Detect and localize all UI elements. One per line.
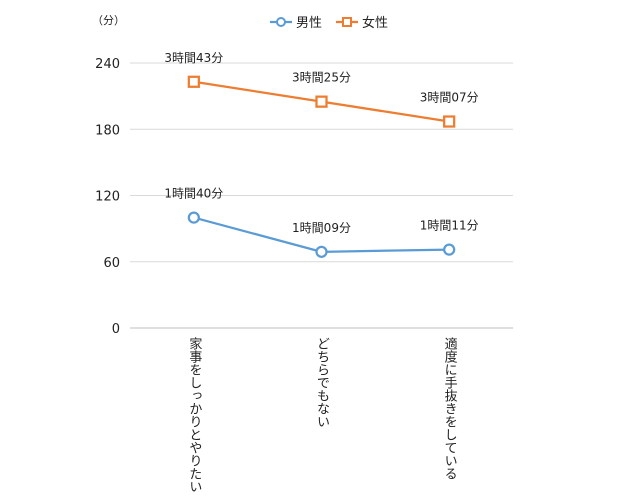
data-label: 3時間43分 bbox=[164, 51, 223, 65]
y-tick-label: 240 bbox=[95, 57, 120, 72]
gridlines bbox=[130, 62, 513, 329]
x-axis-categories: 家事をしっかりとやりたい どちらでもない 適度に手抜きをしている bbox=[186, 336, 457, 493]
x-category-label: どちらでもない bbox=[314, 337, 329, 428]
legend-label: 男性 bbox=[296, 16, 322, 31]
legend-label: 女性 bbox=[362, 15, 388, 31]
data-point bbox=[315, 95, 328, 108]
series-group: 1時間40分 1時間09分 1時間11分 3時間43分 3時間25分 3時間07分 bbox=[164, 51, 479, 258]
data-point bbox=[443, 115, 456, 128]
legend-square-marker bbox=[342, 17, 352, 27]
data-label: 3時間25分 bbox=[292, 71, 351, 85]
y-tick-label: 120 bbox=[95, 190, 120, 205]
legend-item: 女性 bbox=[336, 15, 388, 31]
data-label: 1時間11分 bbox=[420, 219, 479, 233]
x-category-label: 家事をしっかりとやりたい bbox=[186, 336, 202, 493]
data-point bbox=[315, 245, 328, 258]
data-point bbox=[443, 243, 456, 256]
series-1: 1時間40分 1時間09分 1時間11分 bbox=[164, 187, 479, 258]
y-tick-label: 0 bbox=[112, 322, 120, 337]
y-axis-ticks: 0 60 120 180 240 bbox=[95, 57, 120, 337]
y-tick-label: 180 bbox=[95, 123, 120, 138]
legend-circle-marker bbox=[276, 17, 286, 27]
series-2: 3時間43分 3時間25分 3時間07分 bbox=[164, 51, 479, 128]
data-label: 1時間40分 bbox=[164, 187, 223, 201]
legend-item: 男性 bbox=[270, 16, 322, 31]
y-unit-label: （分） bbox=[92, 14, 125, 27]
data-point bbox=[187, 211, 200, 224]
data-label: 1時間09分 bbox=[292, 221, 351, 235]
data-point bbox=[187, 75, 200, 88]
x-category-label: 適度に手抜きをしている bbox=[442, 336, 458, 480]
legend: 男性 女性 bbox=[270, 15, 388, 31]
y-tick-label: 60 bbox=[103, 256, 120, 271]
data-label: 3時間07分 bbox=[420, 91, 479, 105]
